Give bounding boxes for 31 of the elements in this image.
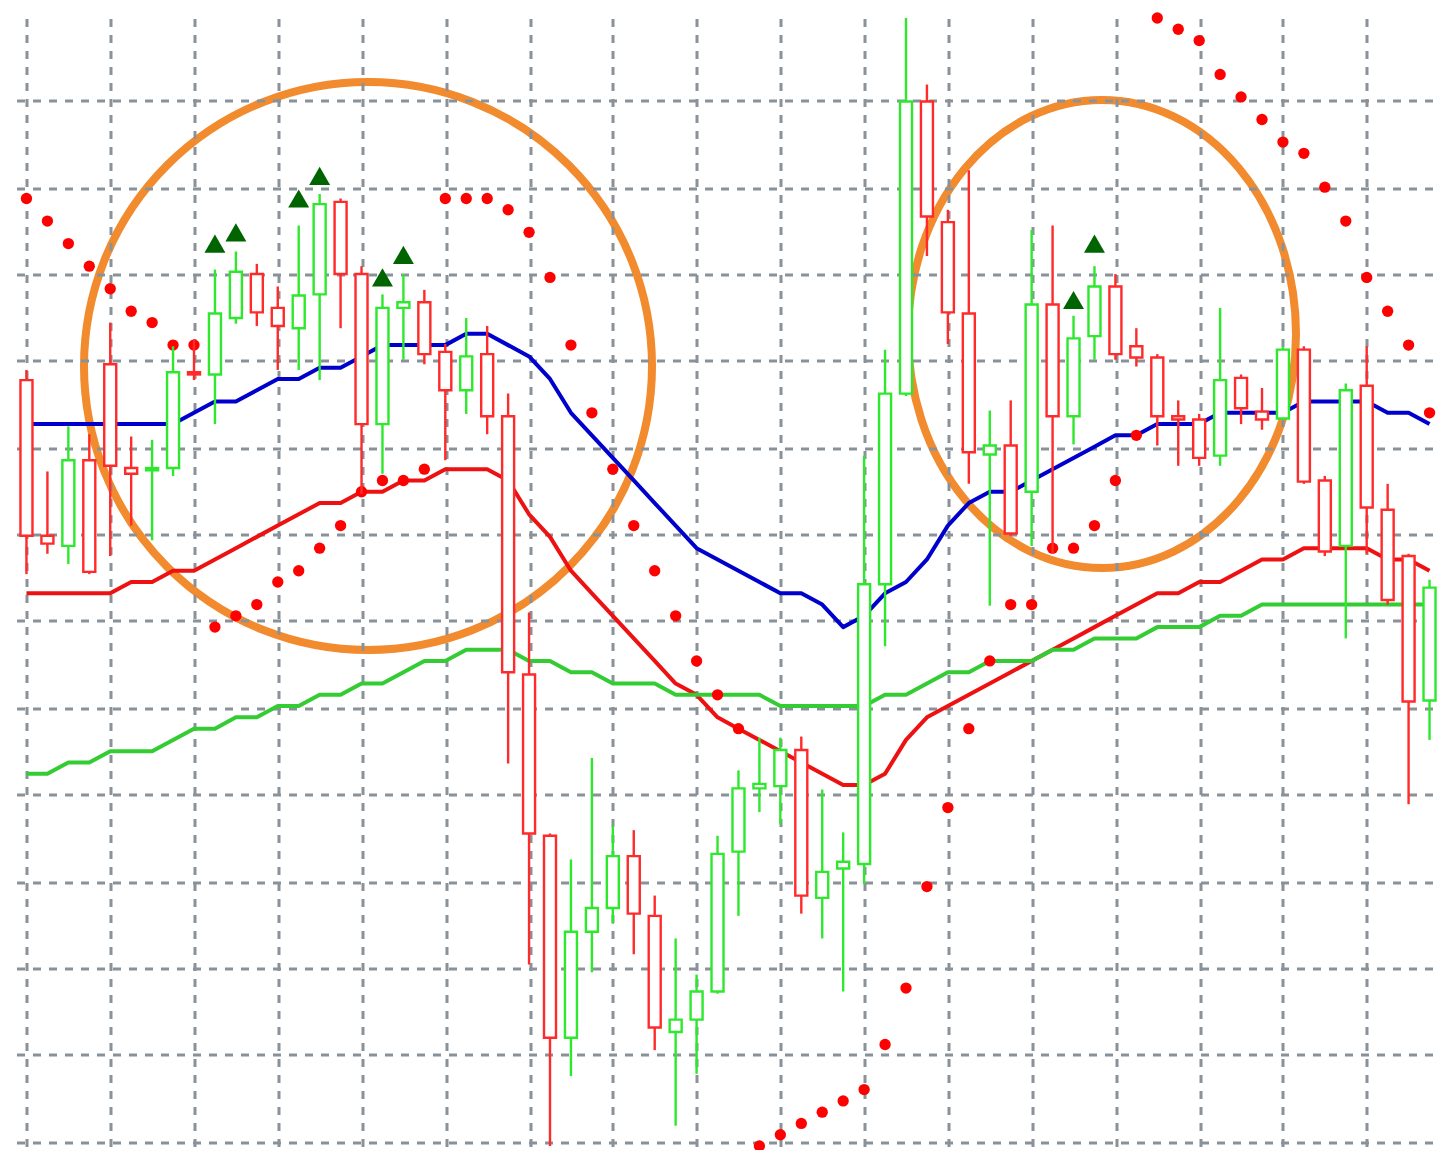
point [1083,234,1105,253]
candlestick [815,788,830,940]
candlestick [773,736,788,826]
point [371,268,393,287]
candlestick [40,470,55,555]
candlestick [1233,373,1249,426]
candlestick [270,285,285,372]
candlestick [982,409,997,607]
candlestick [144,438,160,542]
candlestick [291,224,306,372]
point [204,234,226,253]
candlestick [438,342,453,462]
point [1063,290,1085,310]
point [288,189,310,208]
candlestick [1171,399,1186,468]
point [225,223,247,242]
candlestick [123,435,139,527]
candlestick [249,262,265,328]
candlestick [228,250,244,325]
candlestick [1254,386,1270,431]
candlestick [459,316,474,416]
candlestick [689,973,704,1076]
candlestick [752,736,767,814]
point [392,245,414,264]
candlestick [835,831,851,993]
candlestick [668,937,683,1127]
candlestick [584,756,600,974]
point [309,166,331,185]
candlestick [1191,412,1207,468]
candlestick [396,272,411,361]
candlestick [1129,327,1144,368]
